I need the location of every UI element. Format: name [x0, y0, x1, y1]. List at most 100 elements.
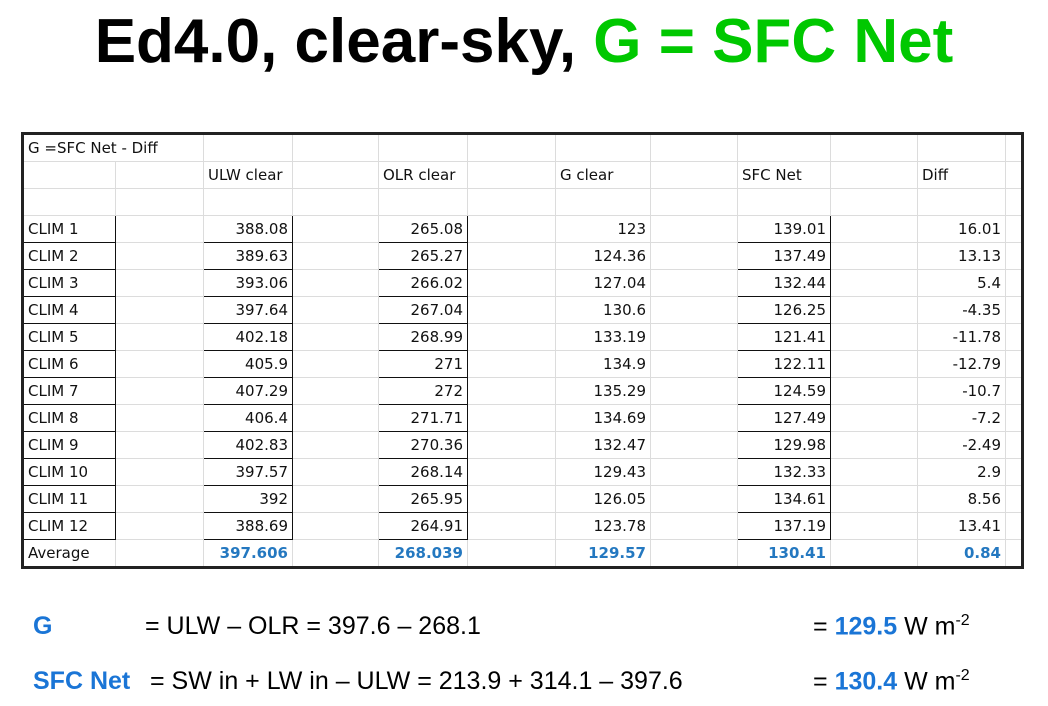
cell: [292, 485, 379, 513]
cell: [115, 269, 204, 297]
cell-value: 129.57: [555, 539, 651, 568]
cell: [1005, 323, 1023, 351]
cell-value: 13.13: [917, 242, 1006, 270]
row-label: CLIM 7: [22, 377, 116, 405]
row-label: CLIM 12: [22, 512, 116, 540]
result-value: 130.4: [834, 667, 898, 696]
cell: [467, 161, 556, 189]
blank-row: [22, 188, 1023, 216]
title: Ed4.0, clear-sky, G = SFC Net: [0, 2, 1048, 82]
data-row: CLIM 10 397.57 268.14 129.43 132.33 2.9: [22, 458, 1023, 486]
unit: W m: [904, 612, 956, 641]
cell: [115, 296, 204, 324]
cell-value: 266.02: [378, 269, 468, 297]
cell: [1005, 269, 1023, 297]
cell-value: 13.41: [917, 512, 1006, 540]
cell: [650, 431, 738, 459]
data-row: CLIM 2 389.63 265.27 124.36 137.49 13.13: [22, 242, 1023, 270]
cell-value: 265.08: [378, 215, 468, 243]
data-row: CLIM 6 405.9 271 134.9 122.11 -12.79: [22, 350, 1023, 378]
cell: [1005, 458, 1023, 486]
cell-value: 16.01: [917, 215, 1006, 243]
cell: [115, 323, 204, 351]
cell-value: 132.47: [555, 431, 651, 459]
cell-value: 8.56: [917, 485, 1006, 513]
cell: [467, 377, 556, 405]
cell-value: 123: [555, 215, 651, 243]
cell: [650, 485, 738, 513]
row-label: Average: [22, 539, 116, 568]
cell: [650, 539, 738, 568]
cell-value: 402.83: [203, 431, 293, 459]
cell: [292, 161, 379, 189]
cell-value: 126.05: [555, 485, 651, 513]
unit-exponent: -2: [955, 612, 970, 629]
cell: [378, 188, 468, 216]
cell: [115, 404, 204, 432]
cell: [22, 188, 116, 216]
cell: [292, 296, 379, 324]
cell-value: -12.79: [917, 350, 1006, 378]
header-row: ULW clear OLR clear G clear SFC Net Diff: [22, 161, 1023, 189]
data-row: CLIM 12 388.69 264.91 123.78 137.19 13.41: [22, 512, 1023, 540]
caption: G =SFC Net - Diff: [22, 133, 204, 162]
cell: [467, 458, 556, 486]
cell: [830, 296, 918, 324]
cell: [650, 350, 738, 378]
cell-value: 265.27: [378, 242, 468, 270]
cell-value: 129.98: [737, 431, 831, 459]
cell: [115, 485, 204, 513]
row-label: CLIM 11: [22, 485, 116, 513]
cell: [467, 431, 556, 459]
unit-exponent: -2: [955, 667, 970, 684]
equals: =: [813, 612, 828, 641]
cell: [115, 161, 204, 189]
cell-value: 134.9: [555, 350, 651, 378]
cell: [1005, 350, 1023, 378]
cell: [650, 377, 738, 405]
cell-value: -11.78: [917, 323, 1006, 351]
row-label: CLIM 4: [22, 296, 116, 324]
cell: [292, 431, 379, 459]
cell-value: 130.6: [555, 296, 651, 324]
equals: =: [813, 667, 828, 696]
cell-value: -10.7: [917, 377, 1006, 405]
column-header: SFC Net: [737, 161, 831, 189]
cell: [1005, 188, 1023, 216]
cell: [830, 377, 918, 405]
cell: [467, 215, 556, 243]
cell-value: 133.19: [555, 323, 651, 351]
cell-value: 402.18: [203, 323, 293, 351]
cell: [830, 350, 918, 378]
cell: [467, 539, 556, 568]
cell: [467, 242, 556, 270]
data-row: CLIM 5 402.18 268.99 133.19 121.41 -11.78: [22, 323, 1023, 351]
spreadsheet: G =SFC Net - Diff ULW clear OLR clear G cle…: [21, 132, 1024, 569]
cell-value: 270.36: [378, 431, 468, 459]
cell-value: 265.95: [378, 485, 468, 513]
cell-value: 267.04: [378, 296, 468, 324]
cell: [378, 133, 468, 162]
cell: [467, 323, 556, 351]
data-row: CLIM 3 393.06 266.02 127.04 132.44 5.4: [22, 269, 1023, 297]
cell: [830, 133, 918, 162]
cell: [115, 512, 204, 540]
cell-value: 122.11: [737, 350, 831, 378]
cell-value: 268.99: [378, 323, 468, 351]
cell: [650, 296, 738, 324]
cell: [917, 188, 1006, 216]
cell-value: 392: [203, 485, 293, 513]
cell: [830, 458, 918, 486]
cell: [650, 512, 738, 540]
cell: [1005, 404, 1023, 432]
unit: W m: [904, 667, 956, 696]
cell: [737, 188, 831, 216]
cell-value: 407.29: [203, 377, 293, 405]
cell: [830, 242, 918, 270]
cell: [737, 133, 831, 162]
equation: SFC Net = SW in + LW in – ULW = 213.9 + 3…: [33, 667, 970, 696]
cell: [917, 133, 1006, 162]
cell: [203, 188, 293, 216]
cell: [467, 269, 556, 297]
cell: [292, 404, 379, 432]
